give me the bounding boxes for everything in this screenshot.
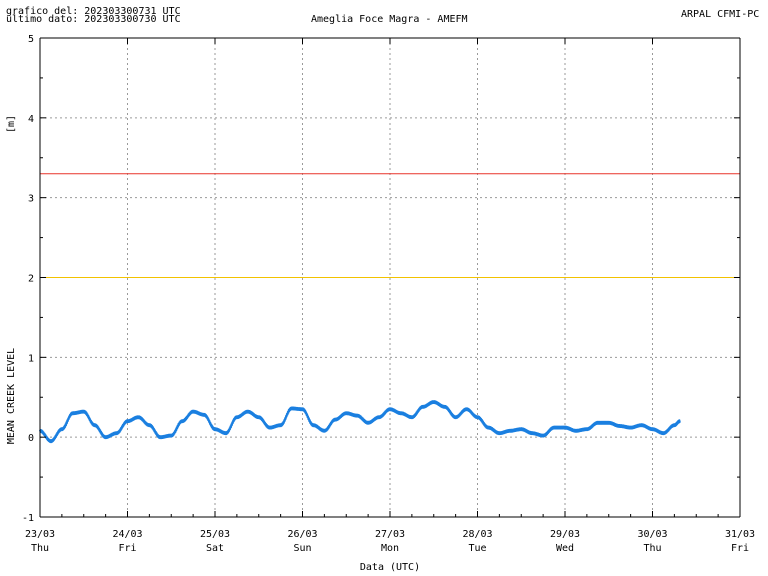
x-tick-date-label: 27/03 (375, 529, 405, 540)
x-tick-date-label: 24/03 (112, 529, 142, 540)
axis-labels: -1 0 1 2 3 4 5 23/03 Thu 24/03 Fri 25/03 Sat 26/03 Sun… (6, 34, 755, 573)
x-tick-day-label: Thu (643, 543, 661, 554)
y-tick-label: 4 (28, 114, 34, 125)
y-tick-label: 1 (28, 353, 34, 364)
x-tick-day-label: Thu (31, 543, 49, 554)
x-tick-date-label: 29/03 (550, 529, 580, 540)
x-tick-day-label: Fri (731, 543, 749, 554)
x-tick-date-label: 25/03 (200, 529, 230, 540)
last-data-label: ultimo dato: 202303300730 UTC (6, 14, 181, 25)
threshold-lines (40, 173, 740, 278)
x-tick-day-label: Wed (556, 543, 574, 554)
x-tick-day-label: Tue (468, 543, 486, 554)
y-tick-label: 0 (28, 433, 34, 444)
graph-date-label: grafico del: 202303300731 UTC (6, 6, 181, 17)
axes (39, 37, 741, 518)
x-tick-date-label: 23/03 (25, 529, 55, 540)
x-tick-day-label: Fri (118, 543, 136, 554)
x-tick-day-label: Sun (293, 543, 311, 554)
y-axis-unit: [m] (6, 115, 17, 133)
agency-label: ARPAL CFMI-PC (681, 9, 760, 20)
y-tick-label: -1 (22, 513, 34, 524)
x-tick-date-label: 26/03 (287, 529, 317, 540)
y-axis-title: MEAN CREEK LEVEL (6, 348, 17, 444)
x-axis-title: Data (UTC) (360, 562, 420, 573)
y-tick-label: 5 (28, 34, 34, 45)
x-tick-date-label: 30/03 (637, 529, 667, 540)
level-series-line (39, 400, 681, 444)
x-tick-date-label: 28/03 (462, 529, 492, 540)
y-tick-label: 3 (28, 194, 34, 205)
station-title: Ameglia Foce Magra - AMEFM (311, 14, 468, 25)
x-tick-date-label: 31/03 (725, 529, 755, 540)
y-tick-label: 2 (28, 274, 34, 285)
series-layer (39, 400, 681, 444)
x-tick-day-label: Sat (206, 543, 224, 554)
x-tick-day-label: Mon (381, 543, 399, 554)
